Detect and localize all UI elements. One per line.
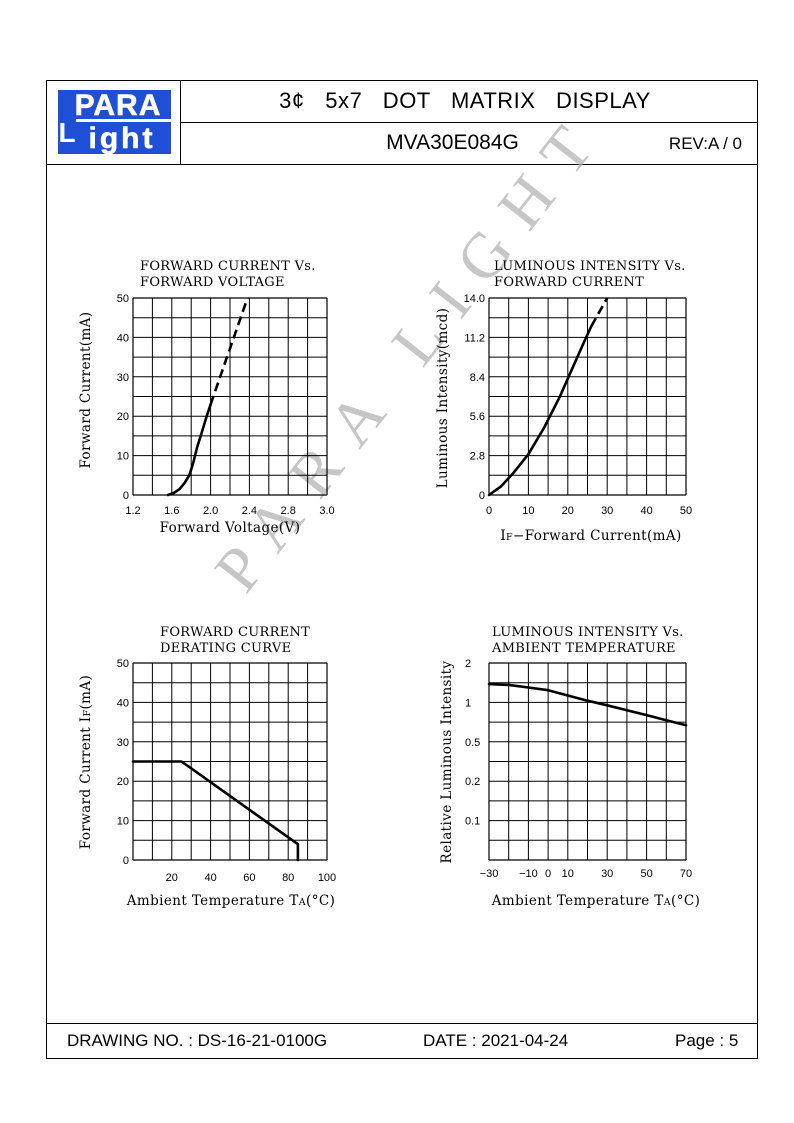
title-divider: [180, 122, 758, 123]
part-number: MVA30E084G: [386, 131, 519, 154]
x-axis-label: Forward Voltage(V): [160, 520, 301, 536]
y-tick-label: 20: [117, 411, 129, 423]
x-tick-label: 40: [204, 872, 216, 884]
chart-title-line: FORWARD CURRENT Vs.: [140, 259, 316, 274]
series-line: [487, 682, 688, 727]
x-axis-label: Ambient Temperature TA(°C): [491, 893, 701, 909]
logo-divider: [180, 80, 181, 164]
x-tick-label: 10: [562, 868, 574, 880]
series-line: [131, 760, 300, 862]
revision: REV:A / 0: [668, 134, 742, 153]
x-tick-label: 2.0: [203, 505, 218, 517]
chart-0: FORWARD CURRENT Vs.FORWARD VOLTAGE 0 10 20 3…: [78, 259, 335, 536]
x-tick-label: 100: [318, 872, 336, 884]
y-tick-label: 10: [117, 451, 129, 463]
x-tick-label: 3.0: [319, 505, 334, 517]
y-tick-label: 8.4: [470, 372, 485, 384]
x-tick-label: 60: [243, 872, 255, 884]
logo-text-para: PARA: [75, 89, 162, 122]
y-tick-label: 11.2: [464, 332, 485, 344]
chart-3: LUMINOUS INTENSITY Vs.AMBIENT TEMPERATUR…: [439, 625, 700, 909]
y-tick-label: 30: [117, 372, 129, 384]
x-tick-label: 1.6: [164, 505, 179, 517]
date: DATE : 2021-04-24: [423, 1031, 569, 1050]
chart-title-line: FORWARD CURRENT: [160, 625, 310, 640]
x-tick-label: 50: [640, 868, 652, 880]
document-title: 3¢ 5x7 DOT MATRIX DISPLAY: [279, 88, 651, 113]
y-tick-label: 0.1: [465, 816, 480, 828]
y-tick-label: 20: [117, 776, 129, 788]
y-axis-label: Relative Luminous Intensity: [439, 661, 455, 864]
y-tick-label: 0: [479, 490, 485, 502]
chart-title-line: FORWARD VOLTAGE: [140, 275, 285, 290]
x-tick-label: 30: [601, 868, 613, 880]
y-tick-label: 50: [117, 658, 129, 670]
y-tick-label: 40: [117, 332, 129, 344]
y-tick-label: 0: [123, 855, 129, 867]
x-tick-label: 80: [282, 872, 294, 884]
y-tick-label: 1: [465, 697, 471, 709]
x-tick-label: 0: [545, 868, 551, 880]
y-tick-label: 50: [117, 293, 129, 305]
chart-title-line: AMBIENT TEMPERATURE: [491, 641, 676, 656]
chart-title-line: LUMINOUS INTENSITY Vs.: [492, 625, 684, 640]
y-axis-label: Luminous Intensity(mcd): [435, 308, 451, 489]
series-line-dashed: [590, 297, 609, 327]
page-number: Page : 5: [675, 1031, 739, 1050]
y-tick-label: 2.8: [470, 451, 485, 463]
footer-divider: [46, 1023, 758, 1024]
x-tick-label: −10: [519, 868, 538, 880]
chart-title-line: LUMINOUS INTENSITY Vs.: [494, 259, 686, 274]
chart-1: LUMINOUS INTENSITY Vs.FORWARD CURRENT 0 2.…: [435, 259, 692, 544]
x-tick-label: 10: [522, 505, 534, 517]
y-tick-label: 10: [117, 816, 129, 828]
x-tick-label: 70: [680, 868, 692, 880]
x-tick-label: 0: [486, 505, 492, 517]
x-tick-label: 20: [562, 505, 574, 517]
y-tick-label: 0.2: [465, 776, 480, 788]
y-tick-label: 14.0: [464, 293, 485, 305]
x-axis-label: Ambient Temperature TA(°C): [126, 893, 336, 909]
x-tick-label: 20: [166, 872, 178, 884]
y-axis-label: Forward Current IF(mA): [78, 675, 94, 849]
x-tick-label: −30: [480, 868, 499, 880]
chart-title-line: FORWARD CURRENT: [494, 275, 644, 290]
x-tick-label: 30: [601, 505, 613, 517]
x-tick-label: 2.4: [242, 505, 257, 517]
series-line: [487, 324, 593, 497]
y-tick-label: 40: [117, 697, 129, 709]
series-line: [166, 403, 212, 497]
x-tick-label: 2.8: [281, 505, 296, 517]
series-line-dashed: [209, 297, 249, 405]
para-light-logo: PARA L ight: [56, 88, 173, 156]
y-tick-label: 30: [117, 737, 129, 749]
drawing-number: DRAWING NO. : DS-16-21-0100G: [67, 1031, 328, 1050]
x-tick-label: 50: [680, 505, 692, 517]
y-tick-label: 2: [465, 658, 471, 670]
y-tick-label: 0: [123, 490, 129, 502]
y-tick-label: 5.6: [470, 411, 485, 423]
y-tick-label: 0.5: [465, 737, 480, 749]
logo-text-l: L: [58, 117, 75, 148]
x-tick-label: 40: [640, 505, 652, 517]
header-divider: [46, 164, 758, 165]
page-frame: [46, 80, 758, 1059]
x-axis-label: IF−Forward Current(mA): [500, 528, 681, 544]
x-tick-label: 1.2: [125, 505, 140, 517]
chart-title-line: DERATING CURVE: [160, 641, 291, 656]
y-axis-label: Forward Current(mA): [78, 312, 94, 469]
logo-text-ight: ight: [89, 122, 156, 155]
